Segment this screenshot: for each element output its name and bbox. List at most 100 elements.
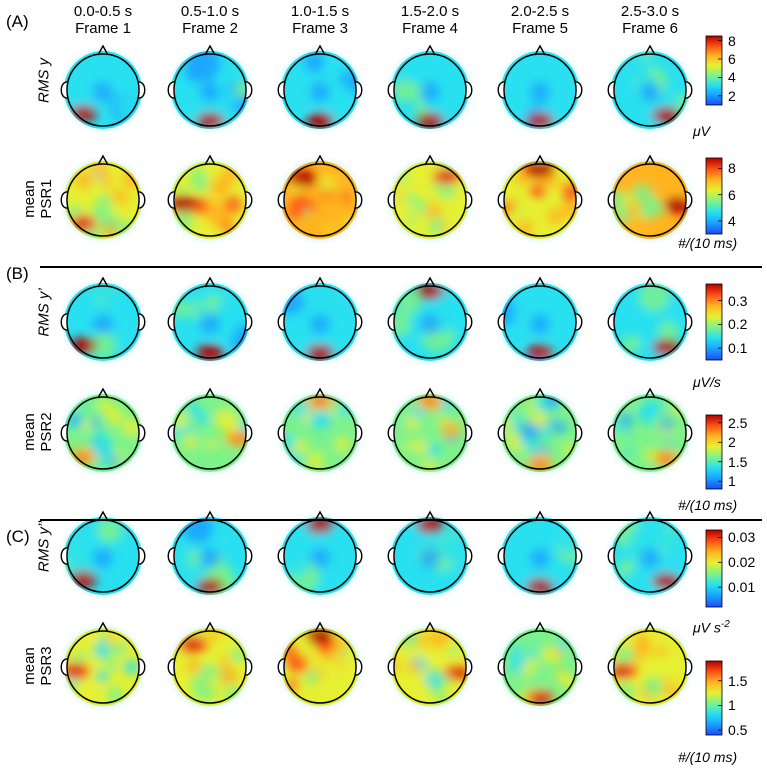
panel-divider bbox=[40, 266, 762, 268]
colorbar-tick-label: 8 bbox=[728, 32, 736, 49]
topomap bbox=[387, 154, 473, 241]
colorbar-tick-label: 0.01 bbox=[728, 579, 756, 596]
colorbar-tick-label: 2.5 bbox=[728, 414, 748, 431]
colorbar-unit-label: #/(10 ms) bbox=[678, 749, 737, 765]
topomap bbox=[60, 44, 146, 131]
row-label-line: RMS y’’ bbox=[35, 520, 53, 573]
topomap bbox=[277, 276, 363, 363]
colorbar-tick-label: 1 bbox=[728, 473, 736, 490]
topomap bbox=[60, 154, 146, 241]
topomap bbox=[607, 44, 693, 131]
colorbar-tick-label: 4 bbox=[728, 69, 736, 86]
column-time-label: 2.5-3.0 s bbox=[620, 3, 680, 20]
topomap bbox=[497, 44, 583, 131]
unit-base: #/(10 ms) bbox=[678, 749, 738, 765]
panel-label: (C) bbox=[6, 527, 30, 546]
panel-label: (A) bbox=[6, 12, 29, 31]
colorbar-unit-label: μV bbox=[693, 123, 710, 139]
panel-label: (B) bbox=[6, 264, 29, 283]
colorbar-unit-label: #/(10 ms) bbox=[678, 497, 737, 513]
topomap bbox=[277, 510, 363, 597]
row-label: RMS y bbox=[36, 31, 53, 131]
column-time-label: 2.0-2.5 s bbox=[510, 3, 570, 20]
row-label: mean PSR1 bbox=[21, 149, 55, 249]
row-label-line: mean bbox=[21, 647, 38, 685]
topomap bbox=[607, 154, 693, 241]
colorbar bbox=[705, 283, 723, 361]
topomap bbox=[167, 44, 253, 131]
topomap bbox=[607, 276, 693, 363]
topomap bbox=[60, 276, 146, 363]
column-time-label: 1.0-1.5 s bbox=[290, 3, 350, 20]
colorbar-tick-label: 2 bbox=[728, 434, 736, 451]
row-label-line: mean bbox=[21, 180, 38, 218]
topomap bbox=[497, 387, 583, 474]
colorbar bbox=[705, 35, 723, 106]
colorbar-tick-label: 2 bbox=[728, 87, 736, 104]
topomap bbox=[387, 510, 473, 597]
colorbar bbox=[705, 157, 723, 235]
row-label-line: PSR2 bbox=[38, 412, 55, 452]
topomap bbox=[277, 44, 363, 131]
topomap bbox=[497, 621, 583, 708]
colorbar-tick-label: 6 bbox=[728, 186, 736, 203]
row-label: mean PSR3 bbox=[21, 616, 55, 716]
topomap bbox=[607, 387, 693, 474]
unit-base: μV/s bbox=[693, 374, 721, 390]
row-label-line: RMS y bbox=[35, 58, 53, 103]
colorbar-tick-label: 4 bbox=[728, 212, 736, 229]
panel-divider bbox=[40, 519, 762, 521]
column-time-label: 0.5-1.0 s bbox=[180, 3, 240, 20]
topomap bbox=[277, 154, 363, 241]
topomap bbox=[167, 387, 253, 474]
colorbar-tick-label: 0.5 bbox=[728, 722, 748, 739]
row-label-line: mean bbox=[21, 413, 38, 451]
column-frame-label: Frame 4 bbox=[402, 20, 458, 37]
colorbar-tick-label: 1.5 bbox=[728, 672, 748, 689]
unit-base: μV s bbox=[693, 619, 721, 636]
topomap bbox=[60, 387, 146, 474]
row-label: RMS y’’ bbox=[36, 497, 53, 597]
colorbar-tick-label: 0.02 bbox=[728, 554, 756, 571]
colorbar bbox=[705, 660, 723, 736]
unit-base: μV bbox=[693, 123, 711, 139]
colorbar-tick-label: 8 bbox=[728, 160, 736, 177]
column-frame-label: Frame 5 bbox=[512, 20, 568, 37]
topomap bbox=[607, 621, 693, 708]
column-frame-label: Frame 1 bbox=[75, 20, 131, 37]
topomap bbox=[60, 621, 146, 708]
row-label-line: PSR1 bbox=[38, 179, 55, 219]
colorbar bbox=[705, 414, 723, 490]
column-frame-label: Frame 2 bbox=[182, 20, 238, 37]
colorbar-unit-label: μV s-2 bbox=[693, 619, 730, 636]
topomap bbox=[167, 154, 253, 241]
colorbar-tick-label: 0.1 bbox=[728, 340, 748, 357]
column-time-label: 0.0-0.5 s bbox=[73, 3, 133, 20]
colorbar-tick-label: 1 bbox=[728, 697, 736, 714]
colorbar bbox=[705, 529, 723, 608]
topomap bbox=[277, 387, 363, 474]
colorbar-tick-label: 0.3 bbox=[728, 292, 748, 309]
colorbar-unit-label: #/(10 ms) bbox=[678, 235, 737, 251]
colorbar-tick-label: 1.5 bbox=[728, 453, 748, 470]
topomap bbox=[497, 276, 583, 363]
unit-exponent: -2 bbox=[720, 619, 730, 630]
column-frame-label: Frame 3 bbox=[292, 20, 348, 37]
topomap bbox=[167, 510, 253, 597]
topomap bbox=[497, 510, 583, 597]
topomap bbox=[60, 510, 146, 597]
topomap bbox=[387, 276, 473, 363]
topomap bbox=[387, 387, 473, 474]
row-label: RMS y’ bbox=[36, 263, 53, 363]
colorbar-tick-label: 0.2 bbox=[728, 316, 748, 333]
row-label-line: RMS y’ bbox=[35, 288, 53, 337]
unit-base: #/(10 ms) bbox=[678, 497, 738, 513]
row-label: mean PSR2 bbox=[21, 382, 55, 482]
topomap bbox=[497, 154, 583, 241]
topomap bbox=[607, 510, 693, 597]
colorbar-tick-label: 6 bbox=[728, 51, 736, 67]
topomap bbox=[387, 621, 473, 708]
colorbar-tick-label: 0.03 bbox=[728, 529, 756, 546]
